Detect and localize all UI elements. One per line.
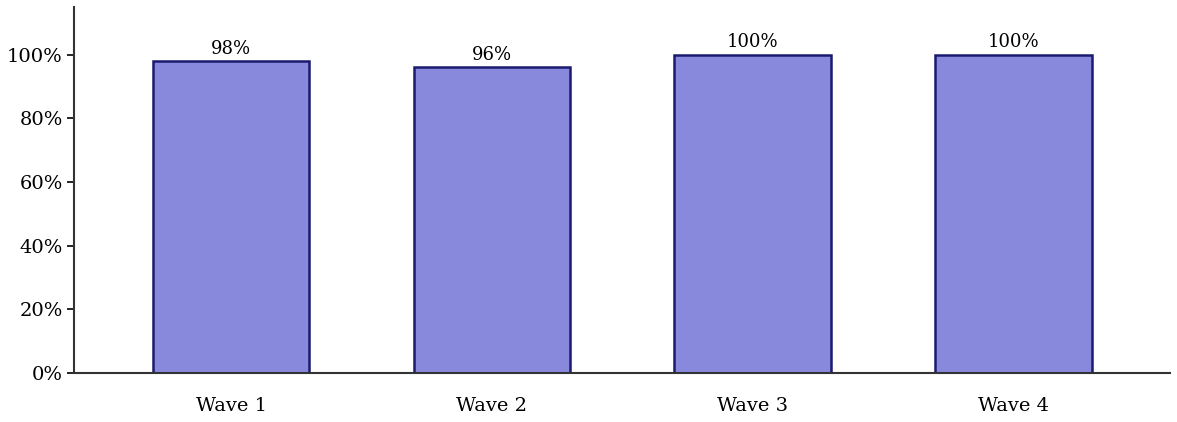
Text: 100%: 100% bbox=[988, 33, 1039, 51]
Bar bbox=[413, 68, 570, 373]
Text: 98%: 98% bbox=[211, 40, 251, 58]
Bar bbox=[153, 61, 310, 373]
Text: 100%: 100% bbox=[727, 33, 778, 51]
Text: 96%: 96% bbox=[472, 46, 512, 64]
Bar bbox=[674, 55, 831, 373]
Bar bbox=[936, 55, 1092, 373]
